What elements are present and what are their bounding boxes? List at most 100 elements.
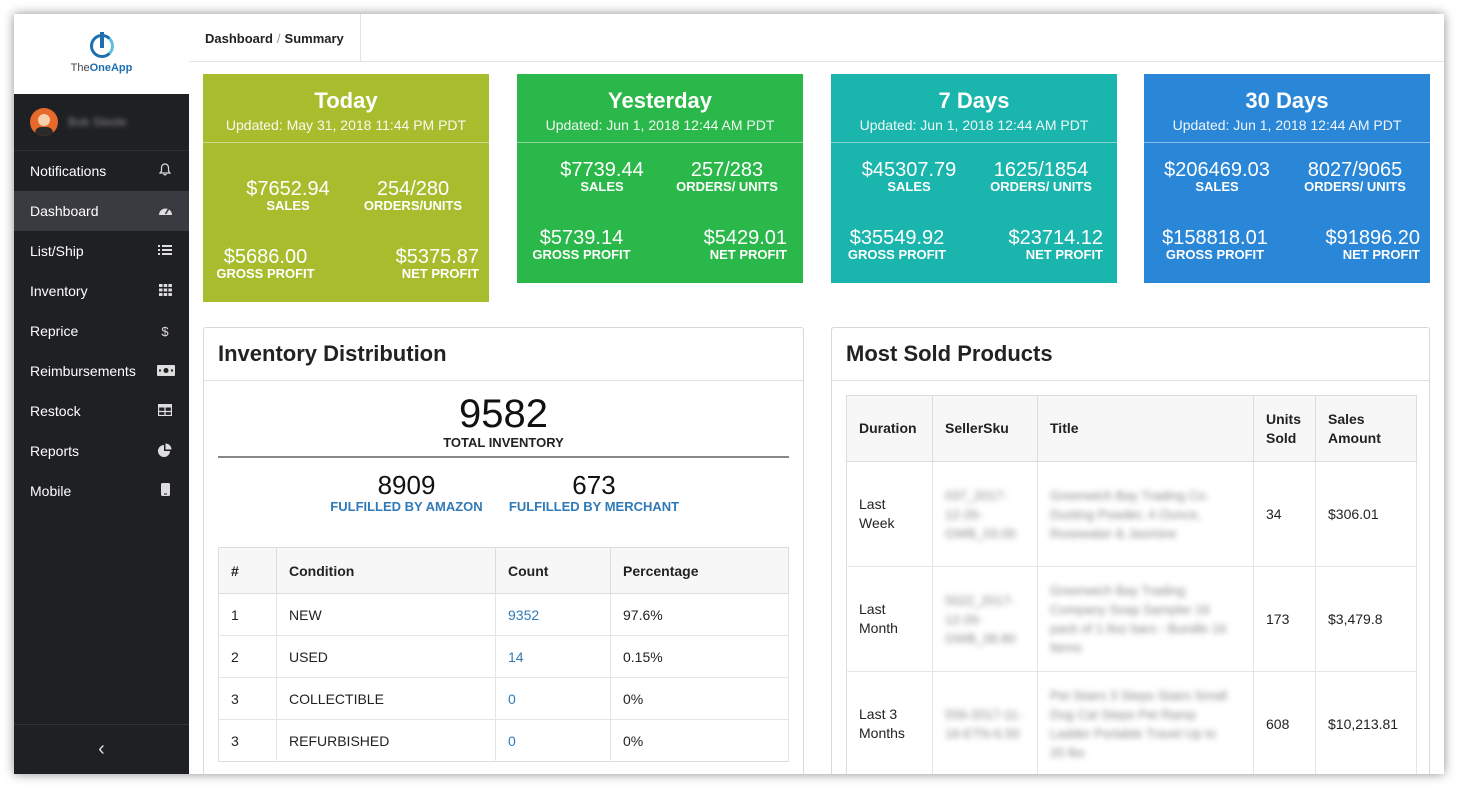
card-updated: Updated: May 31, 2018 11:44 PM PDT [225,117,467,133]
units-sold-cell: 173 [1253,566,1316,672]
column-header[interactable]: Count [495,547,611,594]
logo-text: TheOneApp [70,62,133,74]
column-header[interactable]: Sales Amount [1315,395,1417,462]
fulfilled-by-amazon: 8909 FULFILLED BY AMAZON [330,470,483,514]
gross-profit-stat: $5739.14 GROSS PROFIT [532,227,631,262]
duration-cell: Last Month [846,566,933,672]
sales-amount-cell: $10,213.81 [1315,671,1417,774]
card-title: Today [314,88,378,113]
row-number: 1 [218,593,277,636]
sidebar: TheOneApp Bob Steele Notifications Dashb… [14,14,189,774]
percentage-cell: 0% [610,677,789,720]
top-bar: Dashboard / Summary [189,14,1444,62]
net-profit-stat: $23714.12 NET PROFIT [1008,227,1103,262]
card-divider [1144,142,1430,143]
avatar [30,108,58,136]
user-name: Bob Steele [68,115,127,129]
condition-cell: COLLECTIBLE [276,677,496,720]
stat-card-30-days: 30 Days Updated: Jun 1, 2018 12:44 AM PD… [1144,74,1430,283]
sidebar-item-reprice[interactable]: Reprice $ [14,311,189,351]
column-header[interactable]: Units Sold [1253,395,1316,462]
count-link[interactable]: 14 [495,635,611,678]
count-link[interactable]: 0 [495,719,611,762]
orders-stat: 257/283 ORDERS/ UNITS [676,159,778,194]
duration-cell: Last 3 Months [846,671,933,774]
card-divider [517,142,803,143]
table-icon [157,403,173,419]
units-sold-cell: 608 [1253,671,1316,774]
inventory-distribution-panel: Inventory Distribution 9582 TOTAL INVENT… [203,327,804,774]
sidebar-item-mobile[interactable]: Mobile [14,471,189,511]
column-header[interactable]: Duration [846,395,933,462]
most-sold-products-panel: Most Sold Products Duration SellerSku Ti… [831,327,1430,774]
condition-cell: USED [276,635,496,678]
column-header[interactable]: # [218,547,277,594]
sidebar-item-label: Reprice [30,323,79,339]
column-header[interactable]: SellerSku [932,395,1038,462]
card-updated: Updated: Jun 1, 2018 12:44 AM PDT [859,117,1089,133]
stat-card-yesterday: Yesterday Updated: Jun 1, 2018 12:44 AM … [517,74,803,283]
sidebar-item-label: Inventory [30,283,88,299]
title-cell: Greenwich Bay Trading Co. Dusting Powder… [1037,461,1254,567]
net-profit-stat: $5375.87 NET PROFIT [395,246,479,281]
collapse-sidebar-button[interactable]: ‹ [14,724,189,774]
sidebar-item-label: Reports [30,443,80,459]
table-row: Last Month 5022_2017-12-26-GWB_08.80 Gre… [846,566,1417,672]
panel-title: Inventory Distribution [204,328,803,381]
list-icon [157,244,173,259]
sales-stat: $206469.03 SALES [1164,159,1270,194]
count-link[interactable]: 0 [495,677,611,720]
table-row: 2 USED 14 0.15% [218,635,789,678]
percentage-cell: 0.15% [610,635,789,678]
condition-cell: NEW [276,593,496,636]
dashboard-icon [157,204,173,219]
card-divider [203,142,489,143]
duration-cell: Last Week [846,461,933,567]
breadcrumb-dashboard[interactable]: Dashboard [205,30,273,46]
column-header[interactable]: Percentage [610,547,789,594]
breadcrumb-summary: Summary [284,30,344,46]
grid-icon [157,283,173,299]
gross-profit-stat: $35549.92 GROSS PROFIT [847,227,947,262]
percentage-cell: 0% [610,719,789,762]
user-profile[interactable]: Bob Steele [14,94,189,151]
stat-card-7-days: 7 Days Updated: Jun 1, 2018 12:44 AM PDT… [831,74,1117,283]
card-title: 30 Days [1245,88,1329,113]
column-header[interactable]: Condition [276,547,496,594]
gross-profit-stat: $5686.00 GROSS PROFIT [216,246,315,281]
chevron-left-icon: ‹ [98,738,105,760]
row-number: 3 [218,719,277,762]
sales-stat: $7652.94 SALES [246,178,330,213]
sidebar-item-label: Notifications [30,163,107,179]
sales-stat: $45307.79 SALES [861,159,957,194]
sidebar-item-notifications[interactable]: Notifications [14,151,189,191]
percentage-cell: 97.6% [610,593,789,636]
sidebar-item-dashboard[interactable]: Dashboard [14,191,189,231]
sidebar-item-list-ship[interactable]: List/Ship [14,231,189,271]
sidebar-item-reports[interactable]: Reports [14,431,189,471]
sku-cell: 556-2017-11-16-ETN-6.50 [932,671,1038,774]
card-divider [831,142,1117,143]
orders-stat: 254/280 ORDERS/UNITS [363,178,463,213]
table-row: 1 NEW 9352 97.6% [218,593,789,636]
table-row: Last 3 Months 556-2017-11-16-ETN-6.50 Pe… [846,671,1417,774]
sidebar-item-inventory[interactable]: Inventory [14,271,189,311]
sales-amount-cell: $3,479.8 [1315,566,1417,672]
title-cell: Greenwich Bay Trading Company Soap Sampl… [1037,566,1254,672]
logo[interactable]: TheOneApp [14,14,189,94]
column-header[interactable]: Title [1037,395,1254,462]
sidebar-item-label: Dashboard [30,203,99,219]
total-inventory-label: TOTAL INVENTORY [443,435,564,450]
count-link[interactable]: 9352 [495,593,611,636]
sidebar-item-restock[interactable]: Restock [14,391,189,431]
condition-cell: REFURBISHED [276,719,496,762]
breadcrumb-separator: / [276,30,281,46]
orders-stat: 8027/9065 ORDERS/ UNITS [1304,159,1406,194]
total-inventory: 9582 TOTAL INVENTORY [204,393,803,450]
sales-stat: $7739.44 SALES [560,159,644,194]
sidebar-item-reimbursements[interactable]: Reimbursements [14,351,189,391]
card-title: 7 Days [938,88,1010,113]
gross-profit-stat: $158818.01 GROSS PROFIT [1162,227,1268,262]
money-icon [157,364,175,379]
breadcrumb: Dashboard / Summary [189,14,361,62]
